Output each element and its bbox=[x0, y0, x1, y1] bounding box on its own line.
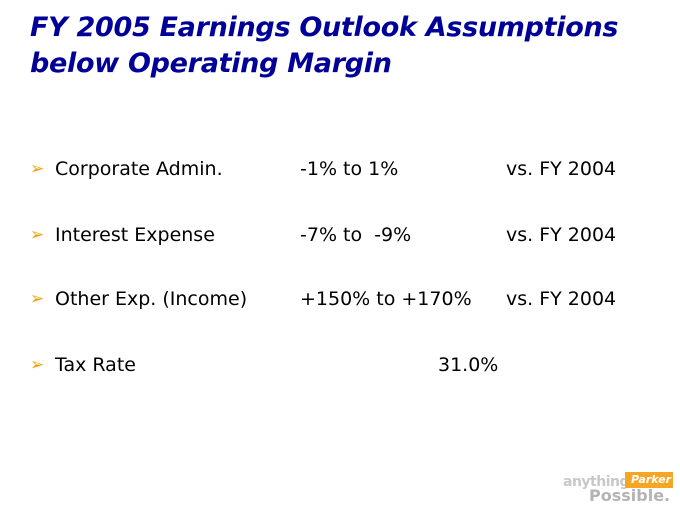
list-item: ➢ Other Exp. (Income) +150% to +170% vs.… bbox=[0, 286, 680, 312]
item-value: +150% to +170% bbox=[300, 288, 472, 310]
logo-parker: Parker bbox=[625, 472, 673, 488]
arrow-bullet-icon: ➢ bbox=[30, 355, 45, 375]
parker-logo: anything Parker Possible. bbox=[563, 472, 675, 506]
item-label: Tax Rate bbox=[55, 354, 136, 376]
title-line-1: FY 2005 Earnings Outlook Assumptions bbox=[30, 12, 619, 43]
item-value: -7% to -9% bbox=[300, 224, 412, 246]
slide-title: FY 2005 Earnings Outlook Assumptions bel… bbox=[30, 10, 618, 82]
item-value: 31.0% bbox=[438, 354, 499, 376]
arrow-bullet-icon: ➢ bbox=[30, 289, 45, 309]
item-comparison: vs. FY 2004 bbox=[506, 158, 617, 180]
item-label: Corporate Admin. bbox=[55, 158, 223, 180]
list-item: ➢ Corporate Admin. -1% to 1% vs. FY 2004 bbox=[0, 156, 680, 182]
arrow-bullet-icon: ➢ bbox=[30, 225, 45, 245]
arrow-bullet-icon: ➢ bbox=[30, 159, 45, 179]
title-line-2: below Operating Margin bbox=[30, 48, 392, 79]
logo-possible: Possible. bbox=[589, 486, 671, 505]
item-label: Interest Expense bbox=[55, 224, 215, 246]
item-comparison: vs. FY 2004 bbox=[506, 288, 617, 310]
logo-anything: anything bbox=[563, 474, 630, 490]
list-item: ➢ Tax Rate 31.0% bbox=[0, 352, 680, 378]
item-value: -1% to 1% bbox=[300, 158, 399, 180]
item-label: Other Exp. (Income) bbox=[55, 288, 248, 310]
list-item: ➢ Interest Expense -7% to -9% vs. FY 200… bbox=[0, 222, 680, 248]
item-comparison: vs. FY 2004 bbox=[506, 224, 617, 246]
